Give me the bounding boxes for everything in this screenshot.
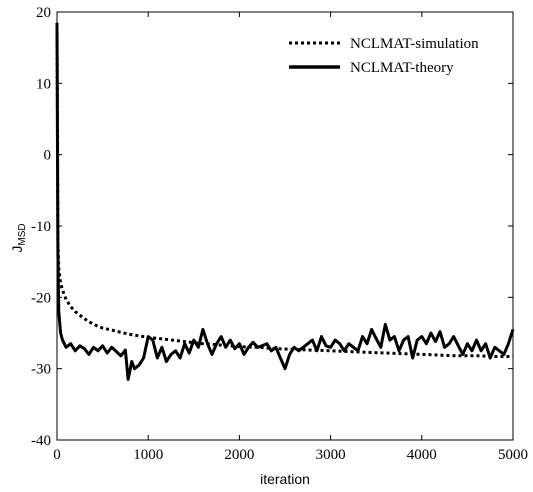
y-tick-labels: 20 10 0 -10 -20 -30 -40 (31, 5, 51, 449)
x-tick-label: 1000 (133, 447, 163, 463)
x-tick-label: 0 (53, 447, 61, 463)
legend-label-simulation: NCLMAT-simulation (350, 36, 479, 52)
x-tick-label: 4000 (407, 447, 437, 463)
plot-area (55, 11, 515, 441)
x-tick-label: 2000 (224, 447, 254, 463)
y-tick-label: 20 (36, 5, 51, 21)
x-tick-label: 3000 (316, 447, 346, 463)
x-tick-labels: 0 1000 2000 3000 4000 5000 (53, 447, 528, 463)
series-line-simulation (55, 33, 513, 358)
tick-layer (56, 11, 514, 441)
x-tick-label: 5000 (498, 447, 528, 463)
y-tick-label: -40 (31, 433, 51, 449)
x-axis-label: iteration (260, 471, 310, 487)
y-axis-label-main: J (9, 246, 25, 253)
y-tick-label: -10 (31, 219, 51, 235)
y-tick-label: 0 (44, 148, 52, 164)
y-tick-label: -20 (31, 290, 51, 306)
legend-label-theory: NCLMAT-theory (350, 60, 454, 76)
y-axis-label: JMSD (9, 223, 28, 252)
y-tick-label: 10 (36, 76, 51, 92)
y-axis-label-sub: MSD (17, 223, 28, 245)
series-line-theory (55, 22, 515, 381)
series-layer (55, 22, 515, 381)
y-tick-label: -30 (31, 362, 51, 378)
legend: NCLMAT-simulation NCLMAT-theory (289, 36, 479, 76)
plot-frame (56, 11, 514, 441)
